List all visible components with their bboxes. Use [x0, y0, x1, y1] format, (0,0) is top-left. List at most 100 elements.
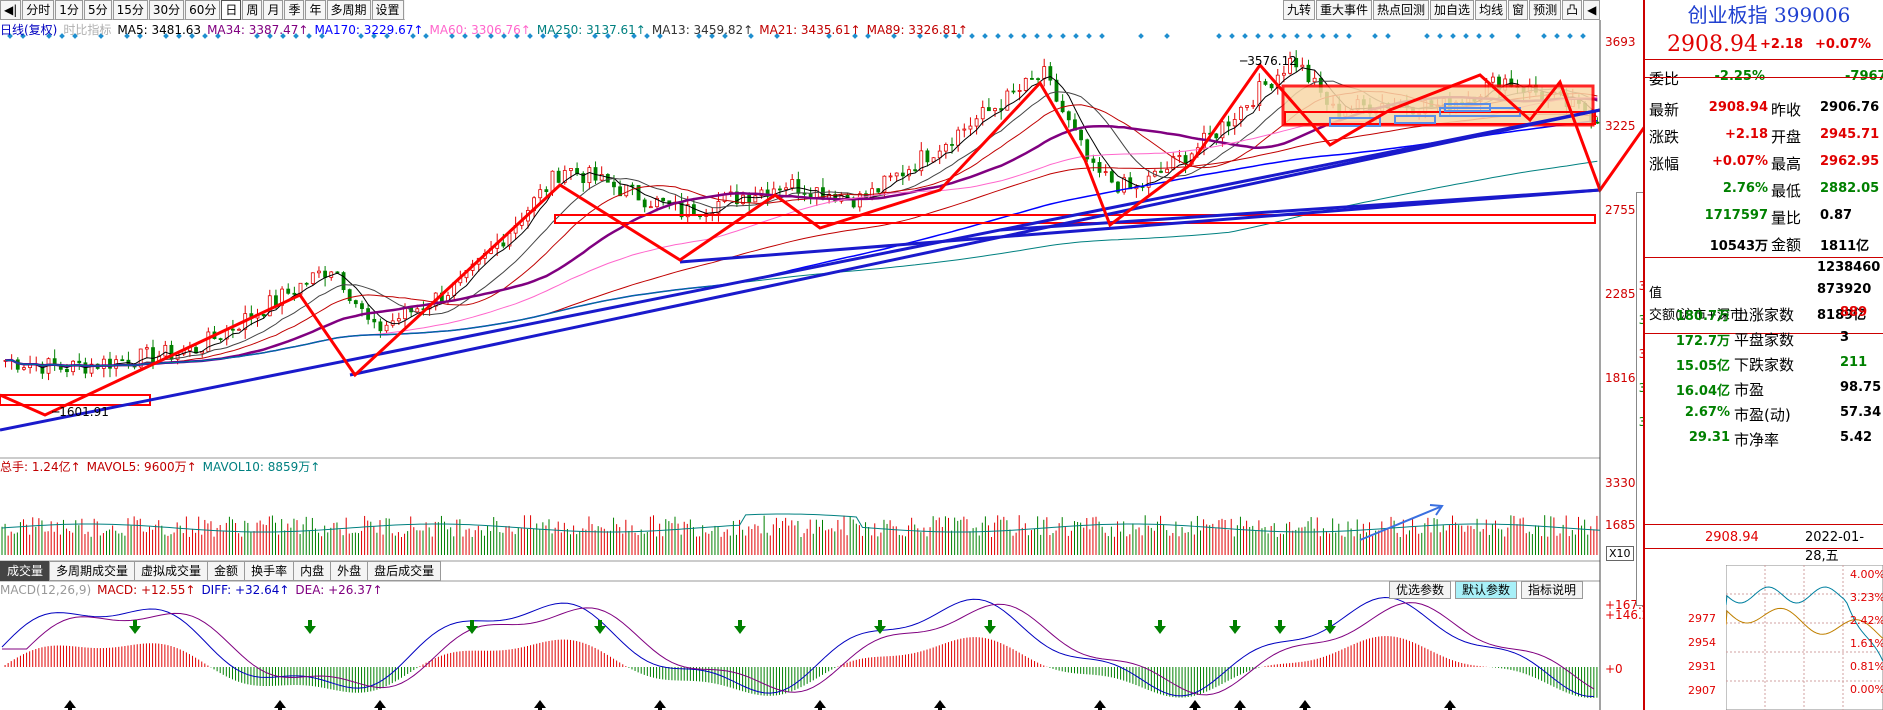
breadth-row: 15.05亿 下跌家数 211: [1645, 348, 1883, 378]
indicator-tab-5[interactable]: 内盘: [293, 561, 332, 581]
extra-value: 8189亿: [1817, 308, 1867, 323]
indicator-tab-0[interactable]: 成交量: [0, 561, 51, 581]
period-tab-12[interactable]: 设置: [371, 0, 404, 20]
signal-diamond: [826, 33, 832, 39]
signal-diamond: [722, 33, 728, 39]
candle-body: [1042, 66, 1047, 80]
candle-body: [753, 195, 758, 203]
candle-body: [353, 300, 358, 305]
period-tab-5[interactable]: 60分: [185, 0, 221, 20]
signal-diamond: [1515, 33, 1521, 39]
intraday-mini-chart[interactable]: [1726, 565, 1883, 710]
current-price: 2908.94: [1667, 32, 1758, 57]
period-tab-0[interactable]: 分时: [22, 0, 55, 20]
candle-body: [1257, 81, 1262, 106]
indicator-tab-7[interactable]: 盘后成交量: [367, 561, 442, 581]
indicator-tab-3[interactable]: 金额: [207, 561, 246, 581]
weibi-label: 委比: [1649, 70, 1680, 88]
breadth-value: 15.05亿: [1675, 359, 1730, 374]
nav-tab-5[interactable]: 窗: [1508, 0, 1529, 20]
period-tab-11[interactable]: 多周期: [326, 0, 371, 20]
candle-body: [814, 187, 819, 199]
period-tab-10[interactable]: 年: [305, 0, 326, 20]
quote-label2: 量比: [1771, 209, 1802, 227]
nav-tab-6[interactable]: 预测: [1529, 0, 1562, 20]
candle-body: [77, 360, 82, 364]
candle-body: [661, 197, 666, 202]
period-tab-2[interactable]: 5分: [83, 0, 112, 20]
candle-body: [581, 173, 586, 184]
indicator-tab-4[interactable]: 换手率: [244, 561, 295, 581]
candle-body: [1030, 77, 1034, 80]
candle-body: [1159, 170, 1163, 173]
nav-tab-7[interactable]: 凸: [1562, 0, 1583, 20]
candle-body: [360, 303, 364, 310]
trend-line-blue: [0, 108, 1601, 432]
candle-body: [1122, 177, 1126, 193]
signal-diamond: [592, 33, 598, 39]
indicator-tab-6[interactable]: 外盘: [330, 561, 369, 581]
buy-arrow-icon: [1094, 700, 1106, 710]
nav-tab-3[interactable]: 加自选: [1430, 0, 1475, 20]
period-tab-4[interactable]: 30分: [148, 0, 185, 20]
quote-label2: 最低: [1771, 182, 1802, 200]
param-button-1[interactable]: 默认参数: [1455, 581, 1518, 599]
y-label-main: 3225: [1605, 119, 1636, 133]
period-tab-9[interactable]: 季: [284, 0, 305, 20]
candle-body: [937, 150, 942, 159]
candle-body: [231, 328, 235, 331]
breadth-row: 2.67% 市盈(动) 57.34: [1645, 398, 1883, 428]
breadth-label: 下跌家数: [1734, 356, 1795, 374]
period-tab-8[interactable]: 月: [263, 0, 284, 20]
period-tab-3[interactable]: 15分: [112, 0, 148, 20]
breadth-row: 172.7万 平盘家数 3: [1645, 323, 1883, 353]
candle-body: [962, 128, 967, 131]
buy-arrow-icon: [374, 700, 386, 710]
trend-line-blue: [999, 188, 1601, 232]
candle-body: [237, 328, 241, 331]
quote-value: +2.18: [1725, 127, 1768, 142]
candle-body: [1066, 111, 1071, 121]
nav-tab-0[interactable]: 九转: [1283, 0, 1316, 20]
period-tab-7[interactable]: 周: [242, 0, 263, 20]
candle-body: [1238, 106, 1243, 120]
candle-body: [274, 295, 278, 306]
nav-tab-4[interactable]: 均线: [1475, 0, 1508, 20]
nav-tab-2[interactable]: 热点回测: [1373, 0, 1430, 20]
ma-legend-item: MA170: 3229.67↑: [314, 23, 424, 37]
param-button-2[interactable]: 指标说明: [1521, 581, 1584, 599]
signal-diamond: [709, 33, 715, 39]
candle-body: [605, 174, 610, 183]
breadth-value2: 98.75: [1840, 380, 1882, 395]
breadth-row: 29.31 市净率 5.42: [1645, 423, 1883, 453]
candle-body: [618, 186, 623, 197]
candle-body: [784, 187, 788, 190]
weibi-row: 委比 -2.25% -7967: [1645, 62, 1883, 92]
nav-tab-1[interactable]: 重大事件: [1316, 0, 1373, 20]
signal-diamond: [865, 33, 871, 39]
chart-area[interactable]: [0, 0, 1643, 710]
signal-diamond: [553, 33, 559, 39]
volume-arrow: [1359, 506, 1441, 541]
indicator-tab-1[interactable]: 多周期成交量: [49, 561, 136, 581]
indicator-tab-2[interactable]: 虚拟成交量: [134, 561, 209, 581]
ma-legend-item: MA5: 3481.63: [117, 23, 202, 37]
ma-legend-item: 时比指标: [63, 23, 112, 37]
period-tab-6[interactable]: 日: [221, 0, 242, 20]
param-button-0[interactable]: 优选参数: [1389, 581, 1452, 599]
ma-line: [5, 80, 1598, 367]
period-tab-1[interactable]: 1分: [55, 0, 83, 20]
nav-tab-8[interactable]: ◀: [1583, 0, 1601, 20]
candle-body: [378, 321, 383, 332]
candle-body: [796, 179, 801, 194]
left-arrow-button[interactable]: ◀|: [0, 0, 22, 20]
vol-legend-item: 总手: 1.24亿↑: [0, 460, 81, 474]
breadth-label: 上涨家数: [1734, 306, 1795, 324]
quote-row: 最新 2908.94 昨收 2906.76: [1645, 93, 1883, 123]
y-label-vol: 3330: [1605, 476, 1636, 490]
breadth-value2: 3: [1840, 330, 1850, 345]
y-label-main: 3693: [1605, 35, 1636, 49]
candle-body: [1011, 90, 1016, 93]
vol-unit-badge[interactable]: X10: [1606, 546, 1634, 561]
breadth-value: 2.67%: [1684, 405, 1730, 420]
